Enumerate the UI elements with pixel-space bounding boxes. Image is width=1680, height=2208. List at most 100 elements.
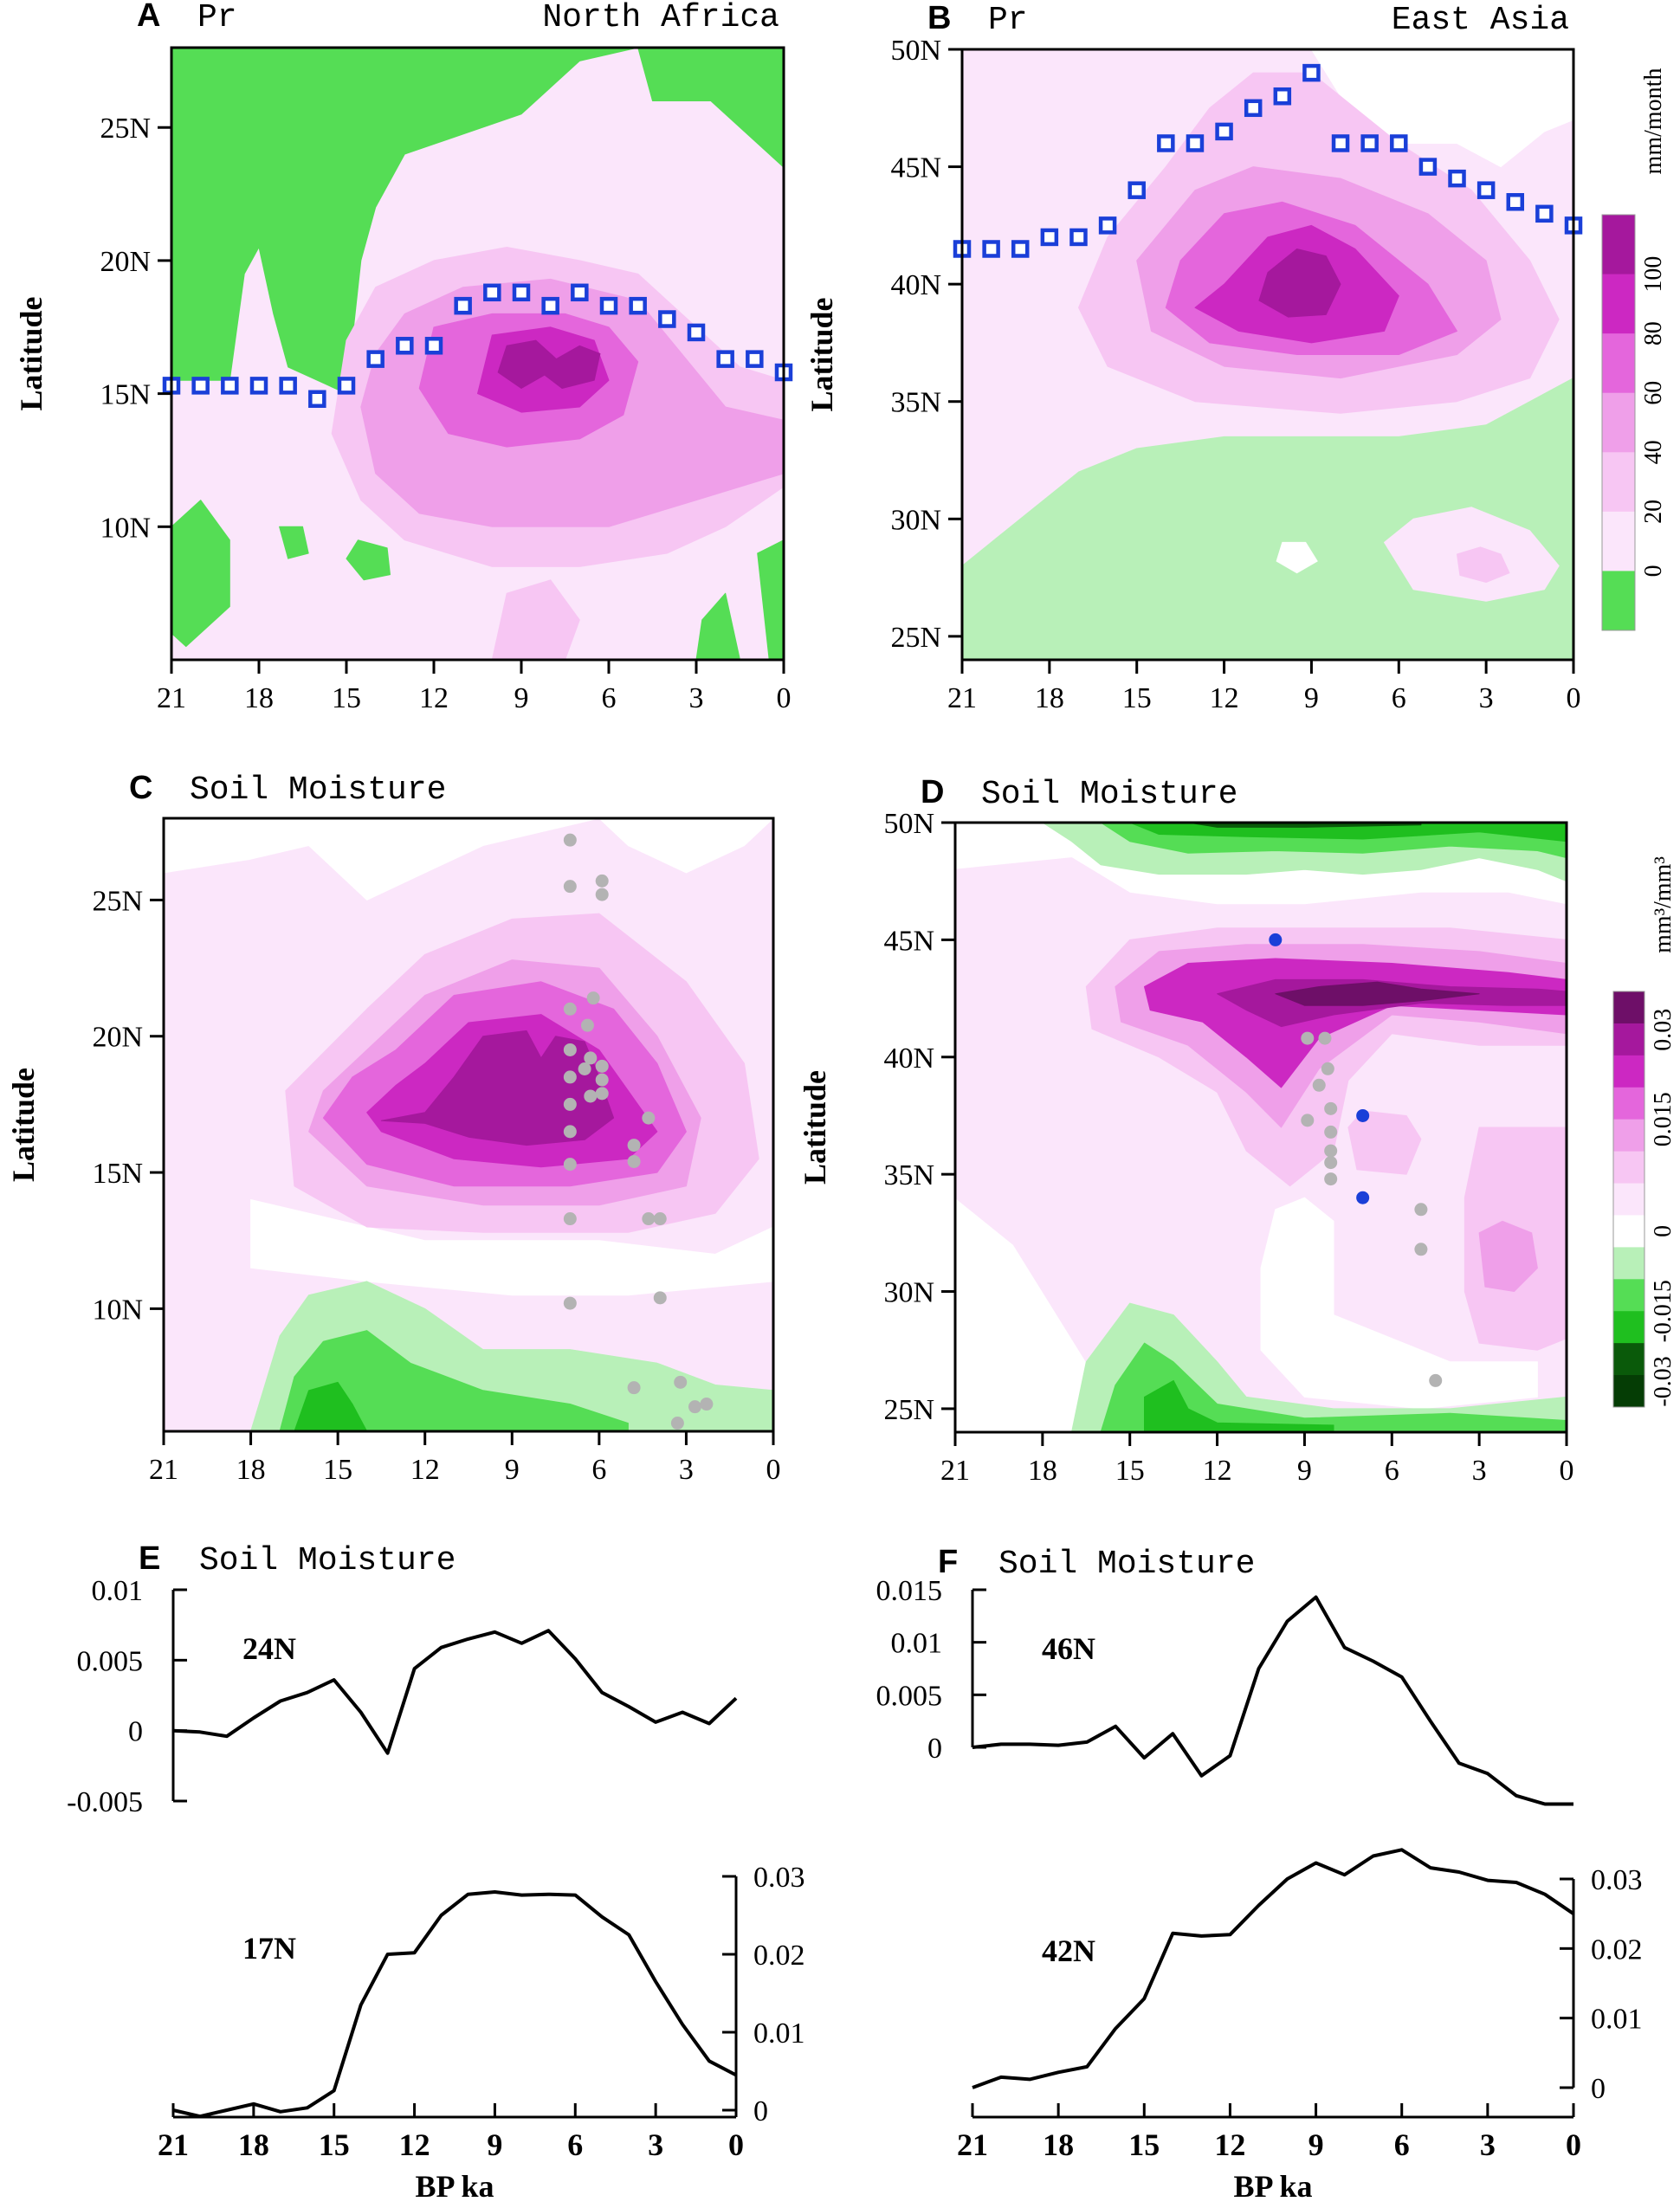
colorbar-tick-label: 0.015 (1650, 1092, 1677, 1146)
x-tick-label: 0 (777, 682, 792, 714)
x-tick-label: 18 (236, 1454, 266, 1486)
contour-region-w (164, 818, 773, 901)
x-tick-label: 9 (1304, 682, 1319, 714)
marker-dot (563, 1125, 577, 1139)
panel-variable: Soil Moisture (190, 772, 446, 809)
colorbar-swatch (1602, 215, 1635, 275)
y-tick-label: 35N (883, 1159, 934, 1191)
y-tick-label: 20N (92, 1022, 143, 1054)
marker-dot (1318, 1031, 1332, 1045)
marker-square (483, 283, 501, 302)
x-tick-label: 18 (1028, 1455, 1057, 1487)
marker-square (1069, 228, 1088, 247)
x-tick-label: 9 (514, 682, 529, 714)
marker-dot (595, 1073, 609, 1087)
left-y-tick-label: 0 (927, 1733, 942, 1765)
x-tick-label: 15 (1115, 1455, 1145, 1487)
left-y-tick-label: 0.01 (92, 1575, 144, 1607)
marker-dot (563, 1212, 577, 1226)
x-tick-label: 15 (1128, 2127, 1160, 2162)
marker-dot (586, 991, 600, 1005)
contour-region-p5 (1258, 249, 1341, 318)
contour-region-w (1276, 541, 1318, 574)
marker-square (1302, 63, 1321, 82)
colorbar-swatch (1602, 452, 1635, 513)
panel-letter: F (938, 1544, 958, 1580)
x-tick-label: 6 (602, 682, 617, 714)
marker-square (1506, 193, 1525, 211)
x-tick-label: 12 (410, 1454, 440, 1486)
y-axis-label: Latitude (6, 1068, 41, 1182)
left-y-tick-label: 0.01 (891, 1628, 943, 1660)
contour-region-g1 (171, 48, 784, 168)
marker-square (454, 296, 472, 315)
contour-region-w (250, 1199, 773, 1296)
x-tick-label: 3 (648, 2127, 663, 2162)
y-tick-label: 35N (890, 387, 941, 419)
x-axis-label: BP ka (1233, 2169, 1312, 2204)
x-tick-label: 15 (323, 1454, 352, 1486)
panel-E: 0.01 0.005 0 -0.005 0.03 0.02 0.01 0 21 18 15 12 9 6 3… (67, 1540, 804, 2204)
marker-square (746, 350, 764, 368)
marker-square (599, 296, 618, 315)
marker-dot (1321, 1062, 1334, 1075)
marker-dot (584, 1051, 598, 1065)
x-tick-label: 18 (238, 2127, 269, 2162)
colorbar-swatch (1613, 1279, 1644, 1312)
marker-dot (1301, 1114, 1315, 1127)
contour-region-p6 (1275, 981, 1480, 1006)
panel-region: North Africa (542, 0, 779, 36)
colorbar-tick-label: 40 (1640, 440, 1667, 464)
contour-region-g1 (346, 539, 391, 581)
x-tick-label: 0 (766, 1454, 781, 1486)
colorbar-tick-label: 0.03 (1650, 1009, 1677, 1051)
x-tick-label: 21 (947, 682, 977, 714)
x-tick-label: 12 (419, 682, 449, 714)
marker-square (1331, 134, 1350, 152)
x-tick-label: 21 (149, 1454, 178, 1486)
colorbar-tick-label: -0.03 (1650, 1356, 1677, 1406)
colorbar-swatch (1613, 1343, 1644, 1376)
contour-region-g1 (279, 526, 309, 559)
panel-F: 0.015 0.01 0.005 0 0.03 0.02 0.01 0 21 18 15 12 9 6 3 0… (876, 1544, 1643, 2204)
marker-dot (584, 1089, 598, 1103)
marker-dot (563, 880, 577, 894)
marker-dot (563, 1097, 577, 1111)
marker-square (221, 377, 239, 395)
marker-dot (1312, 1078, 1326, 1092)
x-tick-label: 0 (1566, 2127, 1581, 2162)
marker-square (396, 337, 414, 355)
contour-region-g1 (1100, 1342, 1567, 1432)
y-tick-label: 50N (883, 808, 934, 840)
marker-dot (674, 1375, 688, 1389)
colorbar-swatch (1602, 274, 1635, 334)
x-tick-label: 12 (1214, 2127, 1245, 2162)
x-tick-label: 15 (319, 2127, 350, 2162)
marker-dot (627, 1154, 641, 1168)
contour-region-g1 (171, 48, 639, 395)
y-tick-label: 30N (890, 504, 941, 536)
colorbar-swatch (1613, 1311, 1644, 1344)
x-tick-label: 3 (1472, 1455, 1487, 1487)
marker-square (687, 323, 706, 342)
colorbar-tick-label: -0.015 (1650, 1280, 1677, 1342)
panel-B: 21 18 15 12 9 6 3 0 50N 45N 40N 35N 30N 25N Latitude B P… (804, 0, 1583, 714)
marker-dot (653, 1212, 667, 1226)
marker-square (424, 337, 443, 355)
colorbar-tick-label: 0 (1640, 565, 1667, 577)
x-axis-label: BP ka (415, 2169, 494, 2204)
axes-frame (953, 821, 1568, 1434)
x-tick-label: 15 (332, 682, 361, 714)
y-tick-label: 45N (883, 925, 934, 957)
panel-region: East Asia (1392, 2, 1569, 39)
x-tick-label: 0 (728, 2127, 744, 2162)
marker-dot (1324, 1144, 1338, 1158)
marker-square (716, 350, 734, 368)
x-tick-label: 3 (1480, 2127, 1496, 2162)
plot-area (962, 49, 1573, 660)
series-line-24N (172, 1629, 738, 1755)
series-label-42N: 42N (1042, 1934, 1095, 1968)
left-y-tick-label: 0.005 (77, 1645, 144, 1677)
contour-region-p5 (380, 1030, 615, 1146)
